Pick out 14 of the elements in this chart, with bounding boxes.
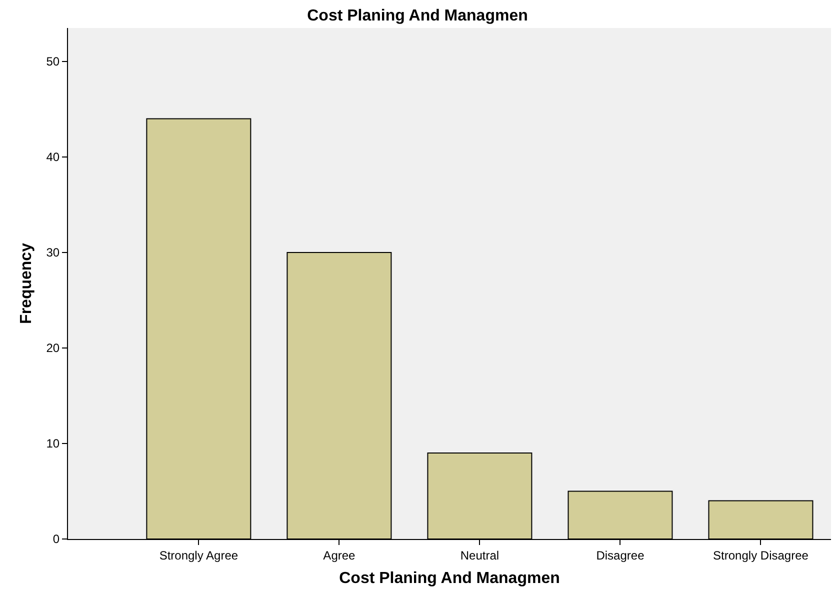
x-tick-label: Neutral [460,548,500,562]
chart-title: Cost Planing And Managmen [307,7,528,24]
x-tick-label: Strongly Agree [159,548,238,562]
y-axis-title: Frequency [18,242,36,324]
x-tick-label: Agree [323,548,356,562]
y-tick-label: 10 [46,436,60,451]
x-tick-label: Disagree [596,548,645,562]
y-tick-label: 30 [46,246,60,260]
y-tick-label: 0 [52,532,60,546]
y-tick-label: 20 [46,341,60,356]
x-axis-title: Cost Planing And Managmen [339,570,560,588]
y-tick-label: 50 [46,54,60,69]
x-tick-label: Strongly Disagree [713,548,809,562]
y-tick-label: 40 [46,150,60,164]
